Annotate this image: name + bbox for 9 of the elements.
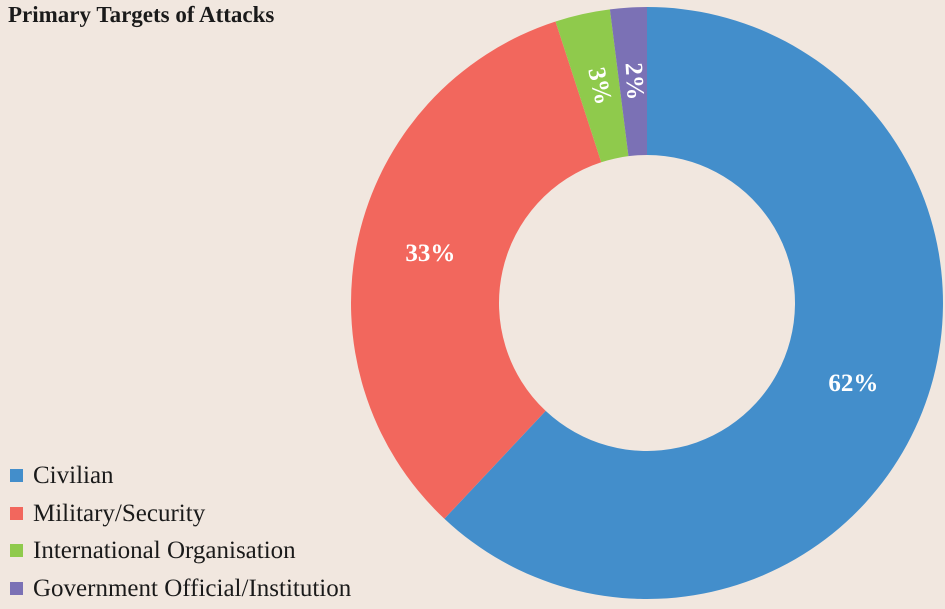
chart-title: Primary Targets of Attacks xyxy=(8,2,274,28)
legend-label: Civilian xyxy=(32,461,115,491)
legend-label: Government Official/Institution xyxy=(32,574,352,604)
data-label: 2% xyxy=(619,62,649,101)
data-label: 33% xyxy=(405,240,456,268)
data-label: 3% xyxy=(582,64,617,108)
data-label: 62% xyxy=(828,370,878,398)
legend-label: International Organisation xyxy=(32,536,297,566)
legend-label: Military/Security xyxy=(32,498,206,528)
